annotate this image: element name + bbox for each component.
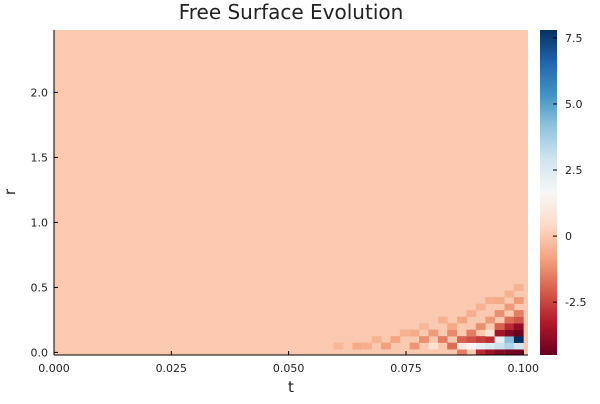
- heatmap-cell: [494, 323, 505, 330]
- heatmap-background: [54, 30, 528, 355]
- heatmap-cell: [457, 349, 467, 355]
- heatmap-cell: [419, 336, 429, 343]
- heatmap-cell: [475, 336, 486, 343]
- heatmap-cell: [475, 349, 486, 355]
- heatmap-cell: [513, 349, 524, 355]
- x-axis: 0.000 0.025 0.050 0.075 0.100: [38, 351, 539, 375]
- heatmap-cell: [513, 310, 524, 317]
- heatmap-cell: [457, 336, 467, 343]
- heatmap-cell: [513, 329, 524, 337]
- heatmap-cell: [466, 336, 477, 343]
- heatmap-cell: [494, 297, 505, 304]
- heatmap-cell: [504, 329, 515, 337]
- heatmap-cell: [504, 323, 515, 330]
- heatmap-cell: [399, 329, 410, 337]
- heatmap-cell: [494, 336, 505, 343]
- heatmap-cell: [390, 336, 401, 343]
- heatmap-cell: [457, 342, 467, 350]
- y-axis: 0.0 0.5 1.0 1.5 2.0: [31, 30, 58, 359]
- heatmap-cell: [485, 297, 496, 304]
- heatmap-cell: [447, 323, 458, 330]
- heatmap-cell: [475, 323, 486, 330]
- heatmap-cell: [504, 342, 515, 350]
- colorbar: -2.5 0 2.5 5.0 7.5: [540, 30, 586, 355]
- x-tick-label: 0.075: [390, 362, 422, 375]
- heatmap-cell: [437, 336, 448, 343]
- heatmap-cell: [447, 342, 458, 350]
- heatmap-cell: [352, 342, 363, 350]
- heatmap-cell: [381, 342, 391, 350]
- plot-area: [54, 30, 528, 355]
- heatmap-cell: [333, 342, 344, 350]
- heatmap-cell: [371, 336, 382, 343]
- colorbar-tick-label: 0: [565, 230, 572, 243]
- heatmap-cell: [513, 284, 524, 291]
- heatmap-cell: [437, 316, 448, 324]
- x-axis-label: t: [288, 378, 294, 396]
- y-tick-label: 2.0: [31, 86, 49, 99]
- heatmap-cell: [485, 349, 496, 355]
- colorbar-tick-label: 2.5: [565, 164, 583, 177]
- heatmap-cell: [504, 336, 515, 343]
- heatmap-cell: [466, 310, 477, 317]
- colorbar-tick-label: 7.5: [565, 32, 583, 45]
- heatmap-cell: [475, 342, 486, 350]
- heatmap-cell: [513, 323, 524, 330]
- x-tick-label: 0.000: [38, 362, 70, 375]
- heatmap-cell: [485, 316, 496, 324]
- heatmap-cell: [494, 329, 505, 337]
- colorbar-tick-label: -2.5: [565, 296, 586, 309]
- colorbar-gradient: [540, 30, 557, 355]
- y-tick-label: 1.0: [31, 216, 49, 229]
- colorbar-tick-label: 5.0: [565, 98, 583, 111]
- heatmap-cells: [333, 284, 524, 355]
- heatmap-cell: [428, 342, 439, 350]
- heatmap-cell: [485, 329, 496, 337]
- heatmap-cell: [409, 329, 420, 337]
- heatmap-cell: [494, 349, 505, 355]
- heatmap-cell: [409, 342, 420, 350]
- y-tick-label: 0.0: [31, 346, 49, 359]
- x-tick-label: 0.025: [156, 362, 188, 375]
- heatmap-cell: [504, 303, 515, 311]
- heatmap-cell: [513, 316, 524, 324]
- heatmap-cell: [494, 310, 505, 317]
- heatmap-cell: [513, 342, 524, 350]
- heatmap-cell: [485, 342, 496, 350]
- heatmap-cell: [504, 349, 515, 355]
- heatmap-cell: [513, 297, 524, 304]
- y-tick-label: 0.5: [31, 281, 49, 294]
- heatmap-cell: [447, 329, 458, 337]
- x-tick-label: 0.100: [508, 362, 540, 375]
- heatmap-cell: [504, 290, 515, 298]
- heatmap-cell: [504, 316, 515, 324]
- heatmap-cell: [466, 342, 477, 350]
- heatmap-cell: [485, 336, 496, 343]
- heatmap-cell: [362, 342, 373, 350]
- y-axis-label: r: [1, 188, 19, 195]
- heatmap-cell: [513, 336, 524, 343]
- heatmap-cell: [457, 316, 467, 324]
- y-tick-label: 1.5: [31, 151, 49, 164]
- heatmap-cell: [494, 342, 505, 350]
- heatmap-cell: [475, 303, 486, 311]
- heatmap-cell: [419, 323, 429, 330]
- heatmap-cell: [466, 329, 477, 337]
- x-tick-label: 0.050: [273, 362, 305, 375]
- heatmap-cell: [428, 329, 439, 337]
- chart-title: Free Surface Evolution: [179, 0, 404, 24]
